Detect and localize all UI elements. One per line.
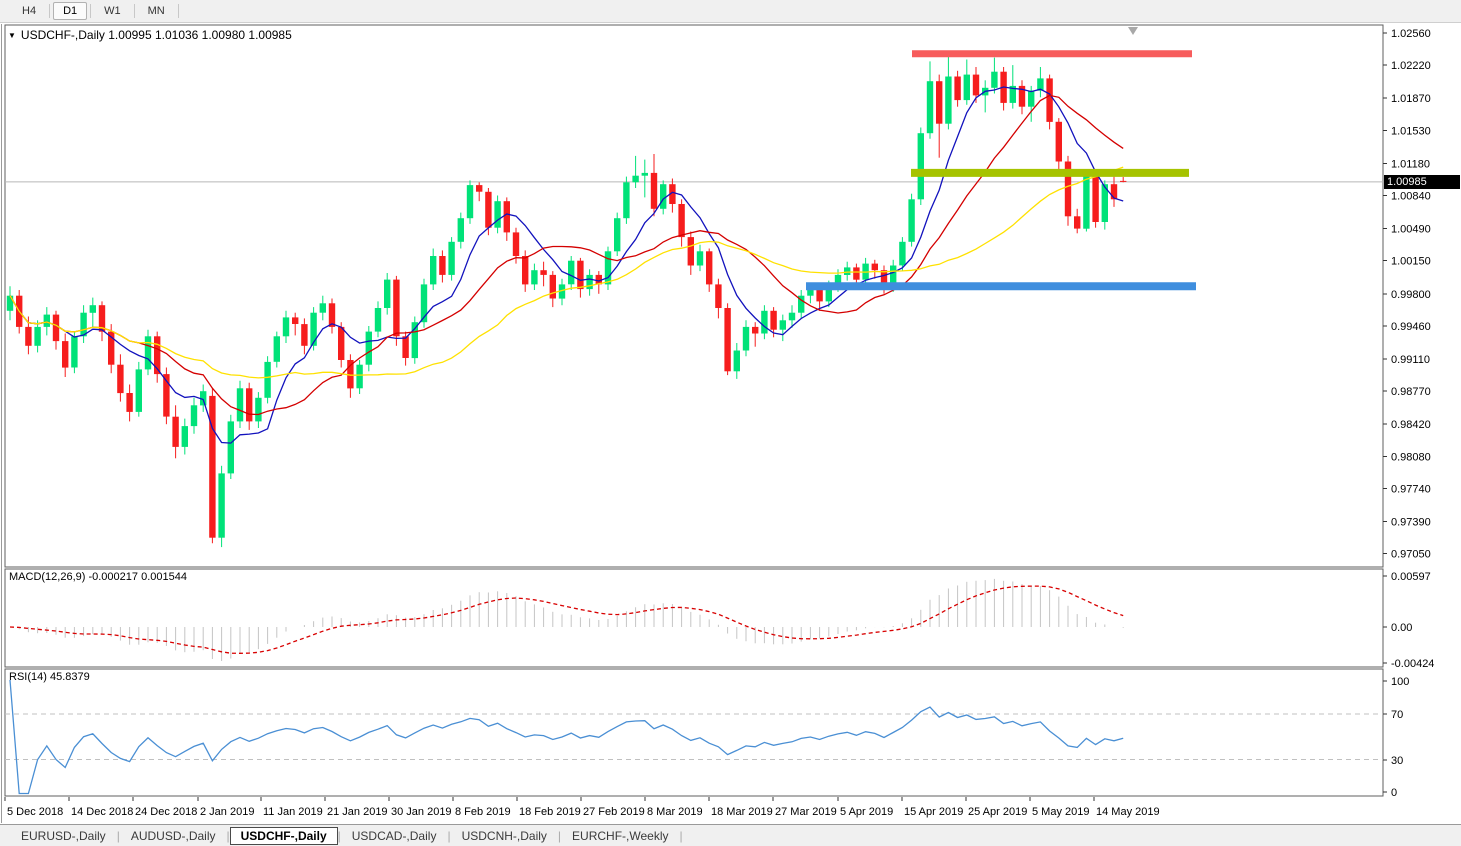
macd-label: MACD(12,26,9) -0.000217 0.001544 [9,571,187,583]
rsi-tick-label: 100 [1391,676,1409,688]
price-tick-label: 0.99110 [1391,354,1430,366]
toolbar-separator [133,4,135,18]
chart-tabs-bar: EURUSD-,Daily | AUDUSD-,Daily | USDCHF-,Dail… [0,824,1461,846]
collapse-triangle-icon[interactable]: ▼ [8,30,16,40]
rsi-tick-label: 30 [1391,755,1403,767]
current-price-badge: 1.00985 [1384,175,1460,189]
ma-slow-line [9,166,1124,379]
date-label: 8 Mar 2019 [647,806,703,818]
date-label: 27 Mar 2019 [775,806,837,818]
price-tick-label: 1.01180 [1391,158,1430,170]
candles [6,56,1127,548]
timeframe-button-mn[interactable]: MN [147,5,165,17]
price-tick-label: 0.97050 [1391,549,1431,561]
rsi-tick-label: 70 [1391,709,1403,721]
chart-shift-marker-icon[interactable] [1128,27,1138,35]
date-label: 15 Apr 2019 [904,806,963,818]
tab-separator: | [337,828,341,843]
timeframe-toolbar: H4 D1 W1 MN [0,0,1461,23]
date-label: 5 Dec 2018 [7,806,63,818]
date-label: 21 Jan 2019 [327,806,388,818]
tab-separator: | [447,828,451,843]
rsi-line [9,679,1124,795]
tab-eurchf-weekly[interactable]: EURCHF-,Weekly [572,828,669,843]
date-label: 11 Jan 2019 [263,806,323,818]
tab-separator: | [679,828,683,843]
price-tick-label: 0.98420 [1391,419,1431,431]
price-tick-label: 0.99800 [1391,289,1431,301]
price-tick-label: 0.99460 [1391,321,1431,333]
toolbar-separator [49,4,51,18]
toolbar-separator [177,4,179,18]
date-label: 27 Feb 2019 [583,806,645,818]
rsi-label: RSI(14) 45.8379 [9,671,90,683]
tab-audusd-daily[interactable]: AUDUSD-,Daily [130,828,216,843]
timeframe-button-w1[interactable]: W1 [104,5,121,17]
date-label: 2 Jan 2019 [200,806,254,818]
price-tick-label: 1.01870 [1391,93,1431,105]
macd-plot-frame [4,568,1384,668]
toolbar-separator [90,4,92,18]
date-label: 14 May 2019 [1096,806,1160,818]
main-plot-frame [4,24,1384,568]
tab-separator: | [226,828,230,843]
tab-usdchf-daily[interactable]: USDCHF-,Daily [229,826,338,845]
price-tick-label: 0.97740 [1391,483,1431,495]
macd-tick-label: 0.00 [1391,622,1412,634]
price-tick-label: 0.97390 [1391,517,1431,529]
date-label: 30 Jan 2019 [391,806,452,818]
macd-signal-line [9,585,1124,654]
chart-window[interactable]: 1.02560 1.02220 1.01870 1.01530 1.01180 1.008… [0,23,1461,824]
chart-canvas[interactable]: 1.02560 1.02220 1.01870 1.01530 1.01180 1.008… [0,23,1461,824]
price-tick-label: 1.00150 [1391,256,1431,268]
price-tick-label: 0.98770 [1391,386,1431,398]
price-tick-label: 1.02560 [1391,28,1431,40]
timeframe-button-d1[interactable]: D1 [53,2,88,20]
ma-mid-line [9,94,1124,416]
chart-title: ▼ USDCHF-,Daily 1.00995 1.01036 1.00980 … [8,28,292,42]
timeframe-button-h4[interactable]: H4 [22,5,37,17]
chart-title-text: USDCHF-,Daily 1.00995 1.01036 1.00980 1.… [20,28,292,42]
tab-separator: | [557,828,562,843]
tab-usdcnh-daily[interactable]: USDCNH-,Daily [461,828,547,843]
date-label: 25 Apr 2019 [968,806,1027,818]
date-label: 24 Dec 2018 [135,806,197,818]
date-label: 14 Dec 2018 [71,806,133,818]
date-label: 8 Feb 2019 [455,806,511,818]
price-tick-label: 1.00840 [1391,191,1431,203]
rsi-plot-frame [4,668,1384,797]
macd-tick-label: 0.00597 [1391,571,1431,583]
rsi-tick-label: 0 [1391,787,1397,799]
price-tick-label: 1.01530 [1391,125,1431,137]
date-label: 5 May 2019 [1032,806,1089,818]
date-label: 18 Feb 2019 [519,806,581,818]
tab-eurusd-daily[interactable]: EURUSD-,Daily [21,828,106,843]
price-tick-label: 0.98080 [1391,451,1431,463]
price-tick-label: 1.02220 [1391,60,1431,72]
macd-tick-label: -0.00424 [1391,658,1434,670]
ma-fast-line [9,86,1124,444]
tab-usdcad-daily[interactable]: USDCAD-,Daily [351,828,437,843]
date-label: 18 Mar 2019 [711,806,773,818]
price-tick-label: 1.00490 [1391,224,1431,236]
date-label: 5 Apr 2019 [840,806,893,818]
tab-separator: | [116,828,120,843]
